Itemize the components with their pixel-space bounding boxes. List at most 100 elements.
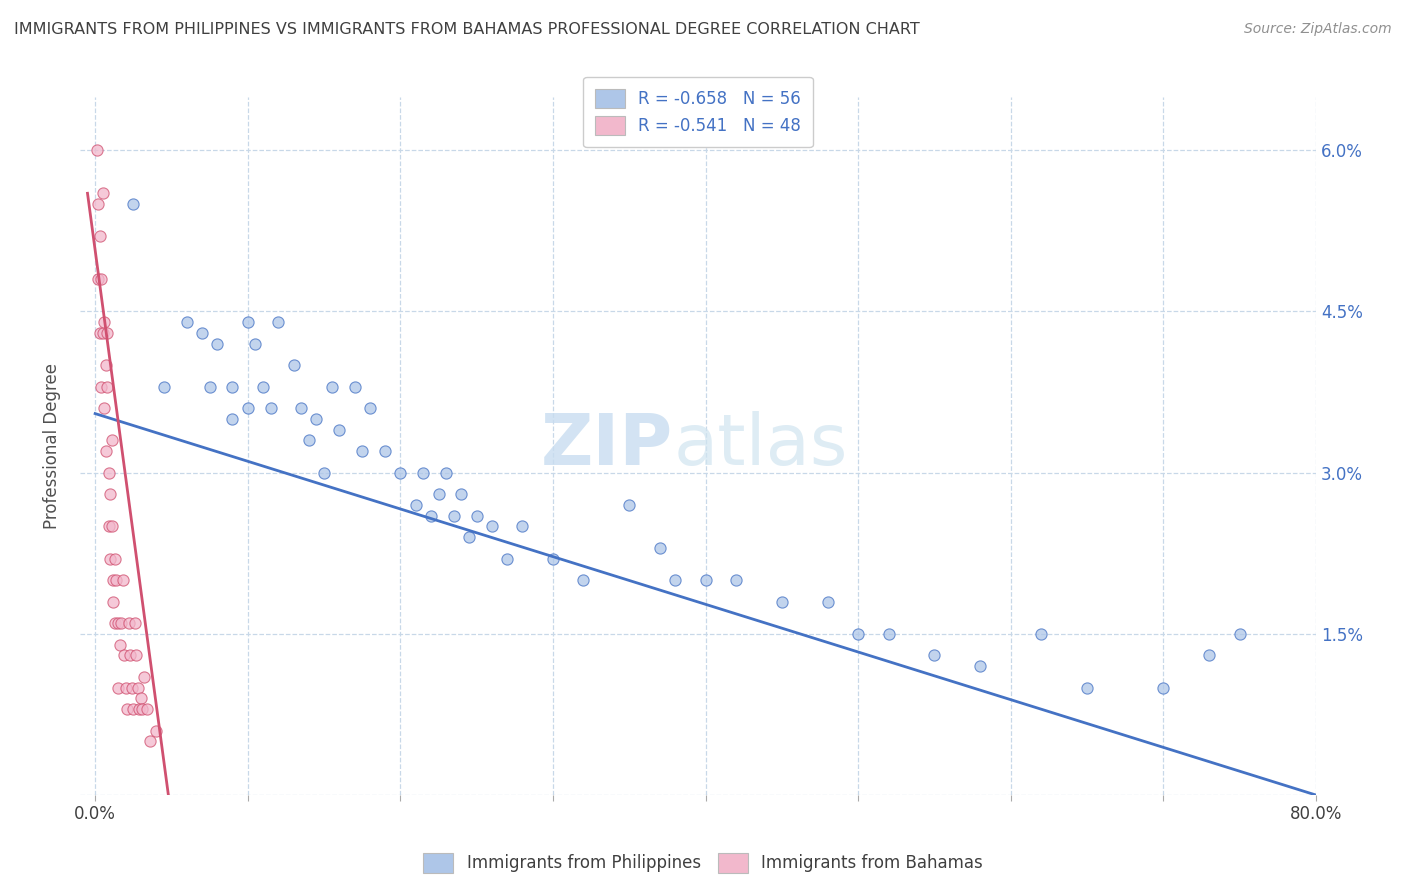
Point	[100, 487, 122, 501]
Point	[93, 401, 115, 416]
Point	[236, 401, 259, 416]
Point	[87, 197, 110, 211]
Point	[205, 336, 228, 351]
Point	[91, 186, 114, 201]
Point	[90, 380, 112, 394]
Point	[115, 702, 138, 716]
Text: IMMIGRANTS FROM PHILIPPINES VS IMMIGRANTS FROM BAHAMAS PROFESSIONAL DEGREE CORRE: IMMIGRANTS FROM PHILIPPINES VS IMMIGRANT…	[14, 22, 920, 37]
Point	[465, 508, 488, 523]
Point	[481, 519, 503, 533]
Point	[924, 648, 946, 663]
Point	[103, 594, 125, 608]
Point	[145, 723, 167, 738]
Point	[236, 315, 259, 329]
Point	[118, 616, 141, 631]
Point	[312, 466, 335, 480]
Text: ZIP: ZIP	[541, 411, 673, 480]
Point	[1031, 627, 1053, 641]
Point	[128, 702, 150, 716]
Point	[87, 272, 110, 286]
Point	[120, 648, 142, 663]
Point	[969, 659, 991, 673]
Point	[104, 551, 127, 566]
Y-axis label: Professional Degree: Professional Degree	[44, 363, 60, 529]
Point	[496, 551, 519, 566]
Legend: Immigrants from Philippines, Immigrants from Bahamas: Immigrants from Philippines, Immigrants …	[416, 847, 990, 880]
Point	[305, 412, 328, 426]
Point	[352, 444, 374, 458]
Point	[96, 326, 118, 340]
Point	[96, 380, 118, 394]
Point	[572, 573, 595, 587]
Point	[259, 401, 281, 416]
Point	[153, 380, 176, 394]
Point	[1076, 681, 1098, 695]
Text: Source: ZipAtlas.com: Source: ZipAtlas.com	[1244, 22, 1392, 37]
Point	[110, 616, 132, 631]
Point	[105, 573, 128, 587]
Point	[619, 498, 641, 512]
Point	[93, 315, 115, 329]
Point	[648, 541, 671, 555]
Point	[283, 358, 305, 372]
Point	[541, 551, 564, 566]
Point	[100, 551, 122, 566]
Point	[125, 648, 148, 663]
Point	[176, 315, 198, 329]
Point	[267, 315, 290, 329]
Point	[343, 380, 366, 394]
Point	[97, 466, 120, 480]
Point	[374, 444, 396, 458]
Point	[846, 627, 869, 641]
Point	[132, 670, 155, 684]
Text: atlas: atlas	[673, 411, 848, 480]
Point	[124, 616, 146, 631]
Point	[104, 616, 127, 631]
Point	[86, 144, 108, 158]
Point	[770, 594, 793, 608]
Point	[103, 573, 125, 587]
Point	[101, 519, 124, 533]
Point	[298, 434, 321, 448]
Point	[458, 530, 481, 544]
Point	[191, 326, 214, 340]
Point	[136, 702, 159, 716]
Point	[89, 326, 111, 340]
Point	[290, 401, 312, 416]
Point	[131, 702, 153, 716]
Point	[1229, 627, 1251, 641]
Point	[107, 681, 129, 695]
Point	[127, 681, 149, 695]
Point	[512, 519, 534, 533]
Point	[97, 519, 120, 533]
Point	[664, 573, 686, 587]
Point	[252, 380, 274, 394]
Point	[817, 594, 839, 608]
Point	[91, 326, 114, 340]
Point	[443, 508, 465, 523]
Point	[107, 616, 129, 631]
Point	[419, 508, 441, 523]
Point	[695, 573, 717, 587]
Point	[198, 380, 221, 394]
Point	[725, 573, 748, 587]
Point	[389, 466, 412, 480]
Point	[434, 466, 457, 480]
Point	[221, 380, 243, 394]
Point	[112, 648, 135, 663]
Point	[1152, 681, 1174, 695]
Point	[129, 691, 152, 706]
Point	[412, 466, 434, 480]
Point	[101, 434, 124, 448]
Point	[122, 702, 145, 716]
Point	[139, 734, 162, 748]
Point	[328, 423, 350, 437]
Point	[321, 380, 343, 394]
Point	[94, 358, 117, 372]
Point	[1198, 648, 1220, 663]
Point	[427, 487, 450, 501]
Point	[94, 444, 117, 458]
Point	[450, 487, 472, 501]
Point	[221, 412, 243, 426]
Point	[122, 197, 145, 211]
